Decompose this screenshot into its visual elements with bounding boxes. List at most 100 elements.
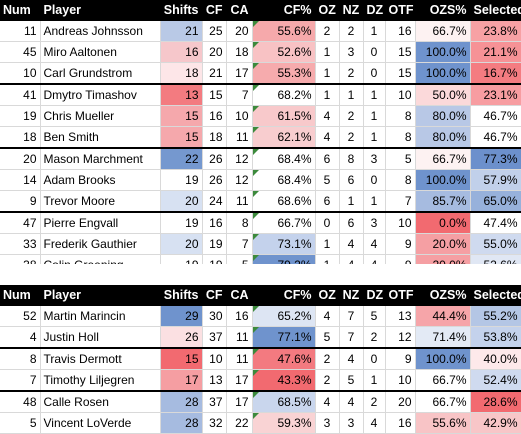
column-header[interactable]: CF% (252, 0, 316, 21)
oz-cell[interactable]: 2 (315, 369, 340, 392)
player-cell[interactable]: Martin Marincin (40, 305, 161, 327)
num-cell[interactable]: 19 (0, 105, 41, 127)
shifts-cell[interactable]: 18 (160, 62, 203, 85)
num-cell[interactable]: 5 (0, 412, 41, 434)
oz-cell[interactable]: 6 (315, 147, 340, 170)
column-header[interactable]: OZ (315, 285, 340, 306)
selected-cell[interactable]: 23.8% (470, 20, 521, 42)
cf-pct-cell[interactable]: 62.1% (252, 126, 316, 149)
selected-cell[interactable]: 57.9% (470, 169, 521, 191)
oz-cell[interactable]: 5 (315, 326, 340, 349)
cf-cell[interactable]: 16 (202, 105, 227, 127)
dz-cell[interactable]: 4 (363, 412, 386, 434)
otf-cell[interactable]: 8 (385, 169, 416, 191)
player-row[interactable]: 19 Chris Mueller 15 16 10 61.5% 4 2 1 8 80.0% 46.7% (0, 105, 521, 127)
player-row[interactable]: 33 Frederik Gauthier 20 19 7 73.1% 1 4 4 9 20.0% 55… (0, 233, 521, 255)
player-cell[interactable]: Calle Rosen (40, 390, 161, 413)
column-header[interactable]: CF% (252, 285, 316, 306)
shifts-cell[interactable]: 26 (160, 326, 203, 349)
oz-cell[interactable]: 4 (315, 305, 340, 327)
nz-cell[interactable]: 4 (339, 233, 364, 255)
oz-cell[interactable]: 4 (315, 126, 340, 149)
player-row[interactable]: 47 Pierre Engvall 19 16 8 66.7% 0 6 3 10 0.0% 47.4% (0, 211, 521, 234)
ozs-pct-cell[interactable]: 100.0% (415, 62, 471, 85)
dz-cell[interactable]: 1 (363, 190, 386, 213)
column-header[interactable]: Player (40, 285, 161, 306)
selected-cell[interactable]: 28.6% (470, 390, 521, 413)
column-header[interactable]: NZ (339, 285, 364, 306)
oz-cell[interactable]: 2 (315, 347, 340, 370)
player-cell[interactable]: Andreas Johnsson (40, 20, 161, 42)
shifts-cell[interactable]: 29 (160, 305, 203, 327)
nz-cell[interactable]: 4 (339, 390, 364, 413)
otf-cell[interactable]: 10 (385, 83, 416, 106)
ozs-pct-cell[interactable]: 100.0% (415, 347, 471, 370)
column-header[interactable]: Shifts (160, 285, 203, 306)
dz-cell[interactable]: 1 (363, 20, 386, 42)
column-header[interactable]: DZ (363, 285, 386, 306)
cf-pct-cell[interactable]: 68.4% (252, 147, 316, 170)
nz-cell[interactable]: 5 (339, 369, 364, 392)
ozs-pct-cell[interactable]: 66.7% (415, 147, 471, 170)
cf-pct-cell[interactable]: 47.6% (252, 347, 316, 370)
cf-pct-cell[interactable]: 55.6% (252, 20, 316, 42)
otf-cell[interactable]: 5 (385, 147, 416, 170)
dz-cell[interactable]: 0 (363, 347, 386, 370)
shifts-cell[interactable]: 17 (160, 369, 203, 392)
num-cell[interactable]: 7 (0, 369, 41, 392)
cf-pct-cell[interactable]: 59.3% (252, 412, 316, 434)
dz-cell[interactable]: 0 (363, 41, 386, 63)
column-header[interactable]: CF (202, 285, 227, 306)
ca-cell[interactable]: 7 (226, 83, 253, 106)
cf-cell[interactable]: 37 (202, 326, 227, 349)
cf-cell[interactable]: 24 (202, 190, 227, 213)
num-cell[interactable]: 11 (0, 20, 41, 42)
shifts-cell[interactable]: 28 (160, 412, 203, 434)
cf-cell[interactable]: 20 (202, 41, 227, 63)
ca-cell[interactable]: 11 (226, 347, 253, 370)
column-header[interactable]: OZS% (415, 0, 471, 21)
cf-pct-cell[interactable]: 68.6% (252, 190, 316, 213)
shifts-cell[interactable]: 20 (160, 190, 203, 213)
player-row[interactable]: 8 Travis Dermott 15 10 11 47.6% 2 4 0 9 100.0% 40.0… (0, 347, 521, 370)
selected-cell[interactable]: 55.0% (470, 233, 521, 255)
num-cell[interactable]: 45 (0, 41, 41, 63)
ozs-pct-cell[interactable]: 100.0% (415, 169, 471, 191)
player-cell[interactable]: Pierre Engvall (40, 211, 161, 234)
player-cell[interactable]: Travis Dermott (40, 347, 161, 370)
column-header[interactable]: OTF (385, 285, 416, 306)
ca-cell[interactable]: 8 (226, 211, 253, 234)
nz-cell[interactable]: 8 (339, 147, 364, 170)
num-cell[interactable]: 10 (0, 62, 41, 85)
nz-cell[interactable]: 1 (339, 83, 364, 106)
cf-pct-cell[interactable]: 66.7% (252, 211, 316, 234)
column-header[interactable]: NZ (339, 0, 364, 21)
player-row[interactable]: 11 Andreas Johnsson 21 25 20 55.6% 2 2 1 16 66.7% 2… (0, 20, 521, 42)
player-row[interactable]: 7 Timothy Liljegren 17 13 17 43.3% 2 5 1 10 66.7% 5… (0, 369, 521, 392)
player-cell[interactable]: Justin Holl (40, 326, 161, 349)
nz-cell[interactable]: 6 (339, 169, 364, 191)
ozs-pct-cell[interactable]: 71.4% (415, 326, 471, 349)
ca-cell[interactable]: 11 (226, 190, 253, 213)
oz-cell[interactable]: 3 (315, 412, 340, 434)
player-row[interactable]: 4 Justin Holl 26 37 11 77.1% 5 7 2 12 71.4% 53.8% (0, 326, 521, 349)
shifts-cell[interactable]: 15 (160, 105, 203, 127)
player-cell[interactable]: Miro Aaltonen (40, 41, 161, 63)
num-cell[interactable]: 41 (0, 83, 41, 106)
cf-pct-cell[interactable]: 52.6% (252, 41, 316, 63)
oz-cell[interactable]: 1 (315, 62, 340, 85)
dz-cell[interactable]: 1 (363, 126, 386, 149)
ca-cell[interactable]: 20 (226, 20, 253, 42)
selected-cell[interactable]: 77.3% (470, 147, 521, 170)
player-row[interactable]: 41 Dmytro Timashov 13 15 7 68.2% 1 1 1 10 50.0% 23.… (0, 83, 521, 106)
oz-cell[interactable]: 6 (315, 190, 340, 213)
cf-cell[interactable]: 21 (202, 62, 227, 85)
player-cell[interactable]: Timothy Liljegren (40, 369, 161, 392)
num-cell[interactable]: 20 (0, 147, 41, 170)
column-header[interactable]: Shifts (160, 0, 203, 21)
dz-cell[interactable]: 3 (363, 147, 386, 170)
oz-cell[interactable]: 5 (315, 169, 340, 191)
column-header[interactable]: DZ (363, 0, 386, 21)
cf-pct-cell[interactable]: 61.5% (252, 105, 316, 127)
ca-cell[interactable]: 12 (226, 169, 253, 191)
